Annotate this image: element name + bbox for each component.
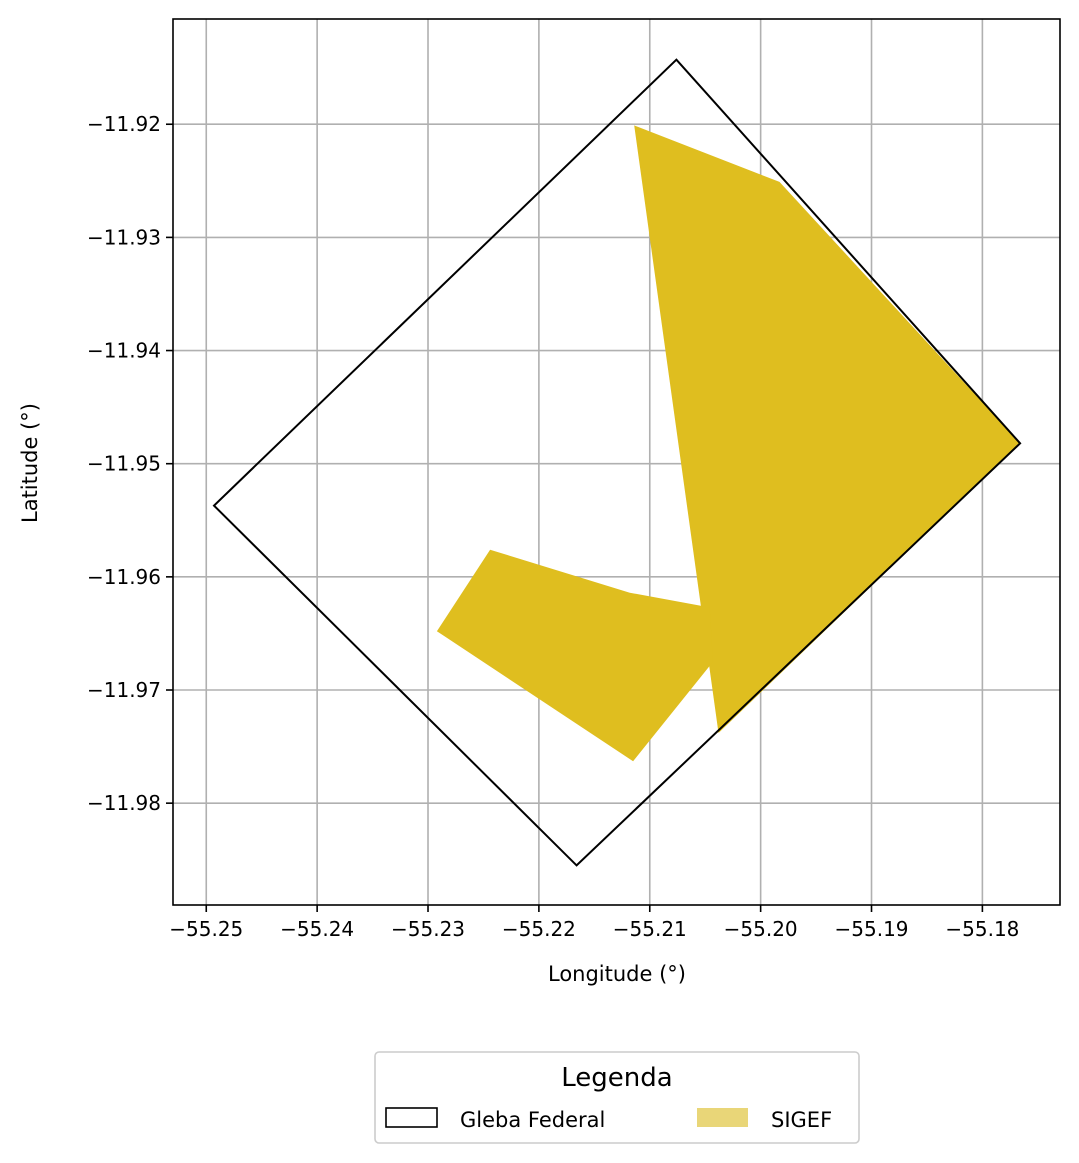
y-axis-label: Latitude (°)	[18, 403, 42, 523]
x-tick-label: −55.18	[945, 917, 1019, 941]
x-axis-label: Longitude (°)	[548, 962, 686, 986]
x-tick-label: −55.25	[169, 917, 243, 941]
x-tick-label: −55.23	[391, 917, 465, 941]
y-tick-label: −11.98	[87, 791, 161, 815]
polygon-sigef	[437, 550, 713, 762]
y-tick-label: −11.96	[87, 565, 161, 589]
y-tick-label: −11.92	[87, 112, 161, 136]
y-tick-label: −11.95	[87, 452, 161, 476]
x-tick-label: −55.20	[724, 917, 798, 941]
x-tick-label: −55.24	[280, 917, 354, 941]
legend-swatch-sigef	[697, 1108, 748, 1127]
legend-label-sigef: SIGEF	[771, 1108, 832, 1132]
x-tick-label: −55.22	[502, 917, 576, 941]
y-tick-label: −11.97	[87, 678, 161, 702]
y-tick-label: −11.94	[87, 339, 161, 363]
legend-title: Legenda	[561, 1063, 672, 1093]
legend-label-gleba-federal: Gleba Federal	[460, 1108, 605, 1132]
map-layers	[214, 60, 1020, 866]
x-tick-label: −55.21	[613, 917, 687, 941]
legend: Legenda Gleba Federal SIGEF	[375, 1052, 859, 1143]
x-tick-label: −55.19	[835, 917, 909, 941]
y-tick-label: −11.93	[87, 225, 161, 249]
